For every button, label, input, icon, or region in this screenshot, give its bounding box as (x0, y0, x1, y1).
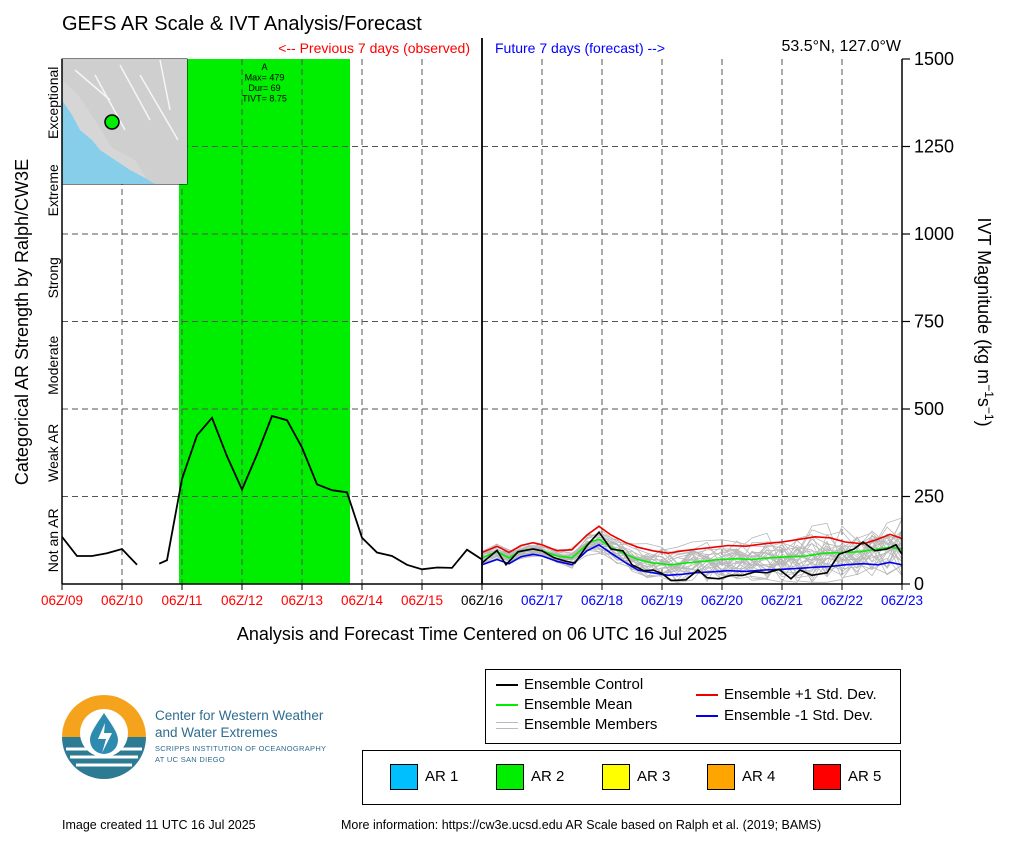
ensemble-member-line (481, 535, 902, 579)
observed-control-line (62, 536, 138, 566)
ar-key-5-label: AR 5 (848, 767, 882, 785)
y-tick-label: 1000 (914, 224, 954, 244)
category-label: Weak AR (45, 424, 61, 482)
x-tick-label: 06Z/23 (881, 593, 923, 608)
x-tick-label: 06Z/21 (761, 593, 803, 608)
y-tick-label: 500 (914, 399, 944, 419)
legend-swatch-mean (496, 704, 518, 707)
x-tick-label: 06Z/15 (401, 593, 443, 608)
inset-map-terrain (62, 59, 187, 184)
x-tick-label: 06Z/11 (161, 593, 202, 608)
y-axis-right-title: IVT Magnitude (kg m−1s−1) (974, 217, 996, 426)
x-axis-title: Analysis and Forecast Time Centered on 0… (237, 624, 727, 644)
location-label: 53.5°N, 127.0°W (781, 38, 901, 55)
ar-annotation-line: TIVT= 8.75 (242, 94, 287, 104)
legend-item-members: Ensemble Members (496, 716, 657, 733)
chart-title: GEFS AR Scale & IVT Analysis/Forecast (62, 13, 422, 35)
ar-key-4: AR 4 (707, 764, 775, 790)
future-days-label: Future 7 days (forecast) --> (495, 40, 665, 56)
inset-map-ridges (74, 59, 179, 141)
image-created-note: Image created 11 UTC 16 Jul 2025 (62, 818, 256, 832)
y-axis-left-title: Categorical AR Strength by Ralph/CW3E (12, 159, 32, 485)
grid-layer (62, 59, 902, 584)
ar-key-3-swatch (602, 764, 630, 790)
x-tick-label: 06Z/16 (461, 593, 503, 608)
category-label: Extreme (45, 164, 61, 216)
legend-label-members: Ensemble Members (524, 716, 658, 733)
logo-line-3: SCRIPPS INSTITUTION OF OCEANOGRAPHY (155, 744, 327, 753)
x-tick-label: 06Z/10 (101, 593, 143, 608)
ar-key-1-swatch (390, 764, 418, 790)
legend-item-control: Ensemble Control (496, 676, 643, 693)
ar-key-1-label: AR 1 (425, 767, 459, 785)
ar-key-3-label: AR 3 (637, 767, 671, 785)
x-tick-label: 06Z/12 (221, 593, 263, 608)
ar-key-2: AR 2 (496, 764, 564, 790)
ar-key-4-swatch (707, 764, 735, 790)
y-tick-label: 750 (914, 312, 944, 332)
x-tick-label: 06Z/13 (281, 593, 323, 608)
x-tick-label: 06Z/18 (581, 593, 623, 608)
legend-item-mean: Ensemble Mean (496, 696, 632, 713)
logo-line-2: and Water Extremes (155, 725, 278, 740)
forecast-ensemble-1-std-dev-line (481, 525, 902, 555)
x-tick-label: 06Z/19 (641, 593, 683, 608)
category-label: Exceptional (45, 67, 61, 139)
cw3e-logo (62, 695, 146, 779)
logo-line-1: Center for Western Weather (155, 708, 324, 723)
y-tick-label: 1250 (914, 137, 954, 157)
forecast-ensemble-1-std-dev-line (481, 543, 902, 577)
ar-key-5: AR 5 (813, 764, 881, 790)
y-tick-label: 250 (914, 487, 944, 507)
x-tick-label: 06Z/14 (341, 593, 384, 608)
series-legend: Ensemble Control Ensemble Mean Ensemble … (485, 669, 901, 744)
ar-key-1: AR 1 (390, 764, 458, 790)
inset-map-ocean (62, 100, 155, 184)
inset-map (61, 58, 188, 185)
axes-layer: 06Z/09 06Z/10 06Z/11 06Z/12 06Z/13 06Z/14 06Z/… (41, 38, 954, 608)
legend-swatch-plus-std (696, 694, 718, 697)
observed-control-line (158, 414, 483, 571)
y-tick-label: 0 (914, 574, 924, 594)
legend-label-minus-std: Ensemble -1 Std. Dev. (724, 707, 873, 724)
previous-days-label: <-- Previous 7 days (observed) (278, 40, 470, 56)
category-label: Strong (45, 257, 61, 298)
ar-key-2-swatch (496, 764, 524, 790)
ar-key-3: AR 3 (602, 764, 670, 790)
ar-category-key: AR 1 AR 2 AR 3 AR 4 AR 5 (362, 750, 901, 805)
more-information-note: More information: https://cw3e.ucsd.edu … (341, 818, 822, 832)
location-marker (104, 114, 120, 130)
legend-item-plus-std: Ensemble +1 Std. Dev. (696, 686, 877, 703)
series-layer (62, 414, 902, 582)
x-tick-label: 06Z/17 (521, 593, 563, 608)
ar-key-5-swatch (813, 764, 841, 790)
legend-swatch-minus-std (696, 715, 718, 718)
ar-key-2-label: AR 2 (531, 767, 565, 785)
legend-swatch-members (496, 721, 518, 729)
ar-annotation-line: A (261, 62, 267, 72)
forecast-ensemble-control-line (481, 530, 902, 582)
legend-swatch-control (496, 684, 518, 687)
y-tick-label: 1500 (914, 49, 954, 69)
x-tick-label: 06Z/09 (41, 593, 83, 608)
ar-annotation-line: Max= 479 (245, 73, 285, 83)
legend-label-mean: Ensemble Mean (524, 696, 633, 713)
x-tick-label: 06Z/22 (821, 593, 863, 608)
x-tick-label: 06Z/20 (701, 593, 743, 608)
category-label: Moderate (45, 336, 61, 395)
logo-line-4: AT UC SAN DIEGO (155, 755, 226, 764)
legend-label-plus-std: Ensemble +1 Std. Dev. (724, 686, 877, 703)
ar-annotation-line: Dur= 69 (248, 83, 280, 93)
category-label: Not an AR (45, 508, 61, 572)
legend-label-control: Ensemble Control (524, 676, 644, 693)
ar-key-4-label: AR 4 (742, 767, 776, 785)
legend-item-minus-std: Ensemble -1 Std. Dev. (696, 707, 873, 724)
